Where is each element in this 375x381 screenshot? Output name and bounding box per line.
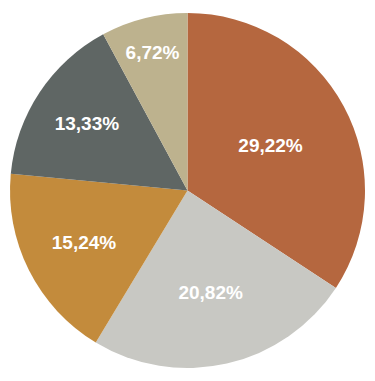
svg-text:6,72%: 6,72% bbox=[126, 42, 180, 63]
svg-text:20,82%: 20,82% bbox=[178, 282, 243, 303]
svg-text:29,22%: 29,22% bbox=[238, 135, 303, 156]
svg-text:13,33%: 13,33% bbox=[55, 113, 120, 134]
svg-text:15,24%: 15,24% bbox=[52, 232, 117, 253]
